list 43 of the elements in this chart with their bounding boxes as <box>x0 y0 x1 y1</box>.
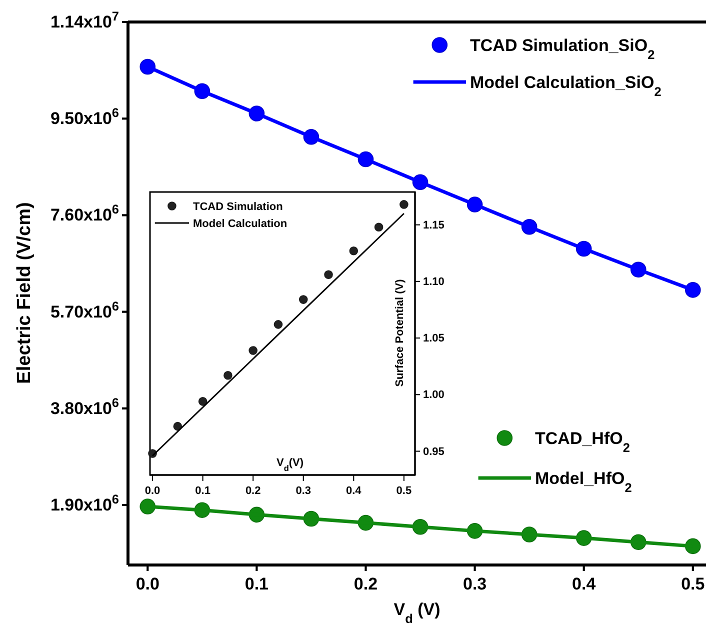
legend-label: Model Calculation <box>193 218 288 230</box>
point <box>274 320 283 329</box>
y-axis-title: Surface Potential (V) <box>394 278 406 387</box>
point <box>324 270 333 280</box>
y-tick-label: 1.14x10$^{7}$ <box>50 8 119 32</box>
y-tick-label: 9.50x10$^{6}$ <box>50 104 119 128</box>
point <box>173 422 182 431</box>
legend-label: TCAD_HfO$_{2}$ <box>535 428 630 454</box>
x-tick-label: 0.2 <box>354 574 378 594</box>
y-axis-title: Electric Field (V/cm) <box>14 202 35 384</box>
y-tick-label: 5.70x10$^{6}$ <box>50 298 119 322</box>
point <box>248 346 258 355</box>
x-tick-label: 0.0 <box>144 484 160 497</box>
legend-label: Model Calculation_SiO$_{2}$ <box>470 72 662 98</box>
y-tick-label: 7.60x10$^{6}$ <box>50 201 119 225</box>
x-tick-label: 0.3 <box>296 484 312 497</box>
y-tick-label: 1.90x10$^{6}$ <box>50 490 119 514</box>
x-tick-label: 0.2 <box>245 484 261 497</box>
y-tick-label: 1.15 <box>423 219 444 232</box>
point <box>224 370 232 380</box>
y-tick-label: 3.80x10$^{6}$ <box>50 394 119 418</box>
y-tick-label: 0.95 <box>423 446 444 458</box>
y-tick-label: 1.00 <box>423 389 444 402</box>
x-axis-title: V$_{d}$(V) <box>276 457 304 472</box>
y-tick-label: 1.05 <box>423 332 444 345</box>
x-tick-label: 0.5 <box>396 484 412 497</box>
x-tick-label: 0.4 <box>346 484 362 497</box>
point <box>349 246 358 256</box>
x-tick-label: 0.1 <box>195 484 210 497</box>
x-tick-label: 0.5 <box>681 574 705 594</box>
x-axis-title: V$_{d}$ (V) <box>394 600 440 626</box>
y-tick-label: 1.10 <box>423 276 444 288</box>
legend-label: Model_HfO$_{2}$ <box>535 468 632 494</box>
legend-label: TCAD Simulation <box>193 200 284 213</box>
point <box>298 295 308 304</box>
x-tick-label: 0.4 <box>572 574 596 594</box>
point <box>198 397 208 406</box>
x-tick-label: 0.1 <box>244 574 269 594</box>
x-tick-label: 0.0 <box>136 574 160 594</box>
legend-label: TCAD Simulation_SiO$_{2}$ <box>470 36 655 62</box>
x-tick-label: 0.3 <box>462 574 487 594</box>
point <box>374 222 384 232</box>
point <box>400 200 408 209</box>
